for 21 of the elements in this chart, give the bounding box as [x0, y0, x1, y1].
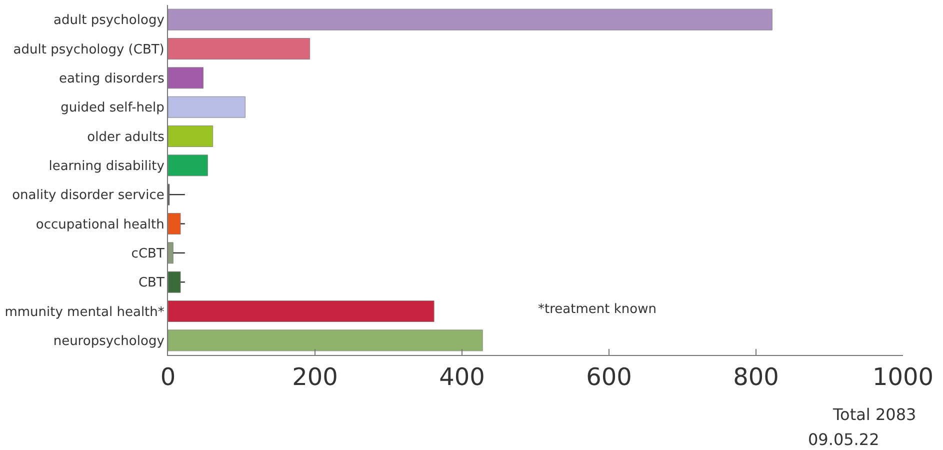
y-tick-label: older adults — [87, 130, 165, 145]
annotation: *treatment known — [538, 302, 656, 317]
y-tick-label: neuropsychology — [53, 334, 165, 349]
y-tick-label: mmunity mental health* — [4, 304, 165, 320]
text: Total 2083 — [832, 405, 916, 424]
y-tick-label: occupational health — [36, 217, 164, 232]
y-tick-label: learning disability — [48, 158, 165, 174]
x-tick-label: 600 — [586, 362, 632, 391]
x-tick-label: 800 — [733, 362, 779, 391]
y-tick-label: adult psychology (CBT) — [13, 42, 164, 58]
y-tick-label: cCBT — [131, 246, 164, 262]
y-tick-label: CBT — [138, 276, 164, 291]
x-tick-label: 400 — [439, 362, 485, 391]
y-tick-label: adult psychology — [54, 13, 165, 28]
x-tick-label: 1000 — [872, 362, 934, 391]
text: 09.05.22 — [808, 430, 880, 449]
y-tick-label: guided self-help — [60, 100, 164, 116]
y-tick-label: onality disorder service — [12, 188, 164, 204]
x-tick-label: 200 — [292, 362, 338, 391]
y-tick-label: eating disorders — [59, 71, 165, 86]
x-tick-label: 0 — [160, 362, 176, 391]
